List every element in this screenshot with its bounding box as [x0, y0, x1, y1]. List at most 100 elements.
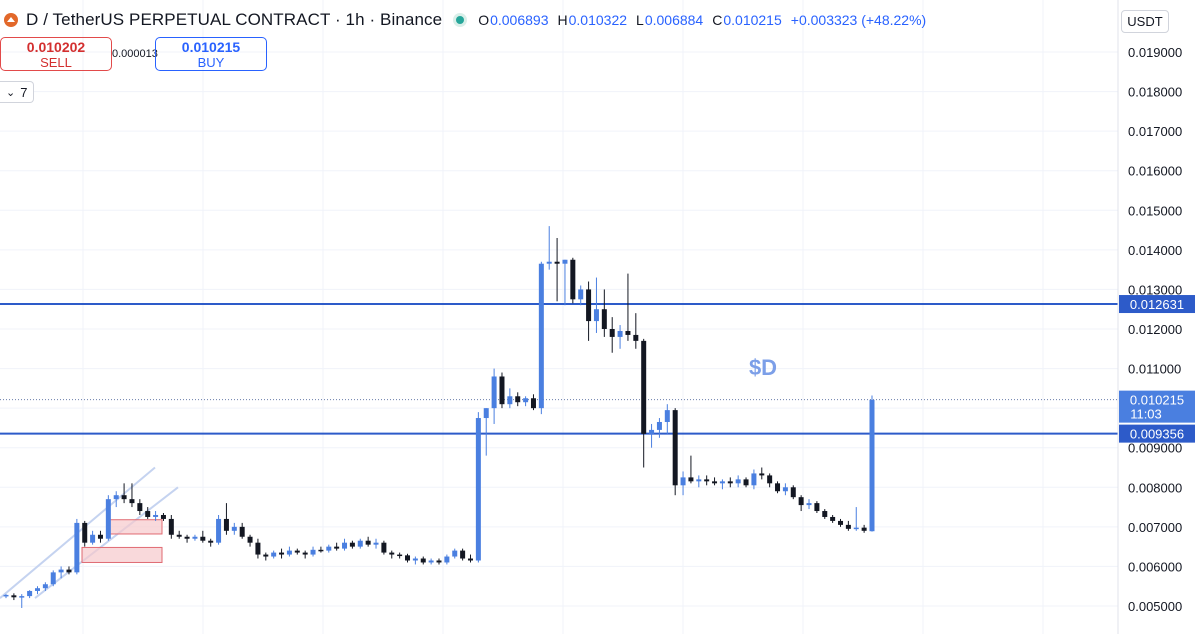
candle: [271, 550, 277, 559]
candle: [523, 396, 529, 407]
candle-body: [121, 495, 127, 500]
candle-body: [696, 479, 702, 482]
buy-button[interactable]: 0.010215 BUY: [155, 37, 267, 71]
candle-body: [664, 410, 670, 422]
chevron-down-icon: ⌄: [6, 86, 16, 99]
candlestick-series: [3, 226, 875, 608]
trend-channel-line: [34, 486, 179, 599]
candle-body: [326, 546, 332, 551]
candle: [444, 554, 450, 565]
candle: [82, 520, 88, 547]
candle: [719, 479, 725, 490]
candle: [491, 368, 497, 424]
candle-body: [239, 526, 245, 537]
candle-body: [719, 481, 725, 484]
candle-body: [861, 527, 867, 531]
candle: [310, 546, 316, 557]
candle: [562, 259, 568, 306]
price-axis[interactable]: 0.005000 0.006000 0.007000 0.008000 0.009000…: [1117, 0, 1195, 634]
symbol-title[interactable]: D / TetherUS PERPETUAL CONTRACT · 1h · B…: [26, 10, 443, 29]
candle-body: [452, 550, 458, 557]
price-tick-label: 0.008000: [1128, 480, 1182, 495]
candle-body: [782, 487, 788, 492]
candle: [137, 499, 143, 515]
candle: [712, 477, 718, 486]
candle: [334, 542, 340, 551]
candle-body: [727, 481, 733, 484]
candle: [649, 423, 655, 448]
candle: [609, 317, 615, 353]
indicators-toggle-button[interactable]: ⌄ 7: [0, 81, 34, 103]
candle: [483, 408, 489, 456]
candle-body: [412, 558, 418, 561]
ohlc-change: +0.003323 (+48.22%): [790, 12, 927, 28]
candle: [570, 257, 576, 304]
candle-body: [74, 522, 80, 573]
supply-zone-box: [81, 546, 163, 563]
candle-body: [444, 556, 450, 563]
candle: [586, 281, 592, 341]
candle-body: [790, 487, 796, 498]
candle: [467, 554, 473, 563]
candle: [641, 338, 647, 468]
candle-body: [365, 540, 371, 545]
candle: [546, 226, 552, 270]
candle-body: [58, 569, 64, 573]
candle: [42, 582, 48, 591]
candle: [696, 475, 702, 488]
candle-body: [216, 518, 222, 543]
candle-body: [775, 483, 781, 492]
candle: [105, 495, 111, 541]
candle-body: [153, 514, 159, 517]
candle-body: [66, 569, 72, 573]
candle-body: [145, 511, 151, 517]
candle: [184, 534, 190, 543]
candle-body: [192, 536, 198, 539]
candle: [751, 469, 757, 490]
candle-body: [649, 429, 655, 434]
candle: [247, 534, 253, 547]
supply-zone-box: [109, 519, 163, 535]
price-tick-label: 0.016000: [1128, 164, 1182, 179]
candle-body: [475, 418, 481, 561]
candle-body: [389, 552, 395, 555]
candle-body: [34, 588, 40, 591]
candle: [342, 538, 348, 551]
candle: [11, 593, 17, 601]
candle-body: [90, 534, 96, 543]
candle: [499, 372, 505, 409]
candle-body: [208, 540, 214, 543]
candle: [515, 392, 521, 407]
price-tick-label: 0.011000: [1128, 362, 1181, 377]
candle: [822, 509, 828, 519]
candle: [436, 558, 442, 565]
candle-body: [255, 542, 261, 555]
candle: [853, 507, 859, 531]
current-price-label: 0.010215: [1130, 393, 1184, 408]
candle-body: [617, 330, 623, 337]
candle: [530, 394, 536, 411]
candle: [656, 418, 662, 438]
candle-body: [593, 309, 599, 322]
candle: [767, 473, 773, 488]
candle: [326, 544, 332, 553]
horizontal-levels: [0, 303, 1118, 435]
candle-body: [538, 263, 544, 409]
candle-body: [641, 340, 647, 434]
candle-body: [82, 522, 88, 543]
price-tick-label: 0.009000: [1128, 441, 1182, 456]
candle-body: [530, 398, 536, 409]
currency-selector[interactable]: USDT: [1121, 10, 1169, 33]
candle: [365, 536, 371, 547]
candle-body: [137, 503, 143, 512]
candle: [216, 514, 222, 545]
chart-grid: [0, 0, 1118, 634]
candle-body: [570, 259, 576, 300]
candle-body: [302, 552, 308, 555]
candle: [286, 546, 292, 557]
candle: [255, 538, 261, 559]
candle-body: [562, 259, 568, 264]
sell-button[interactable]: 0.010202 SELL: [0, 37, 112, 71]
candle: [806, 499, 812, 510]
